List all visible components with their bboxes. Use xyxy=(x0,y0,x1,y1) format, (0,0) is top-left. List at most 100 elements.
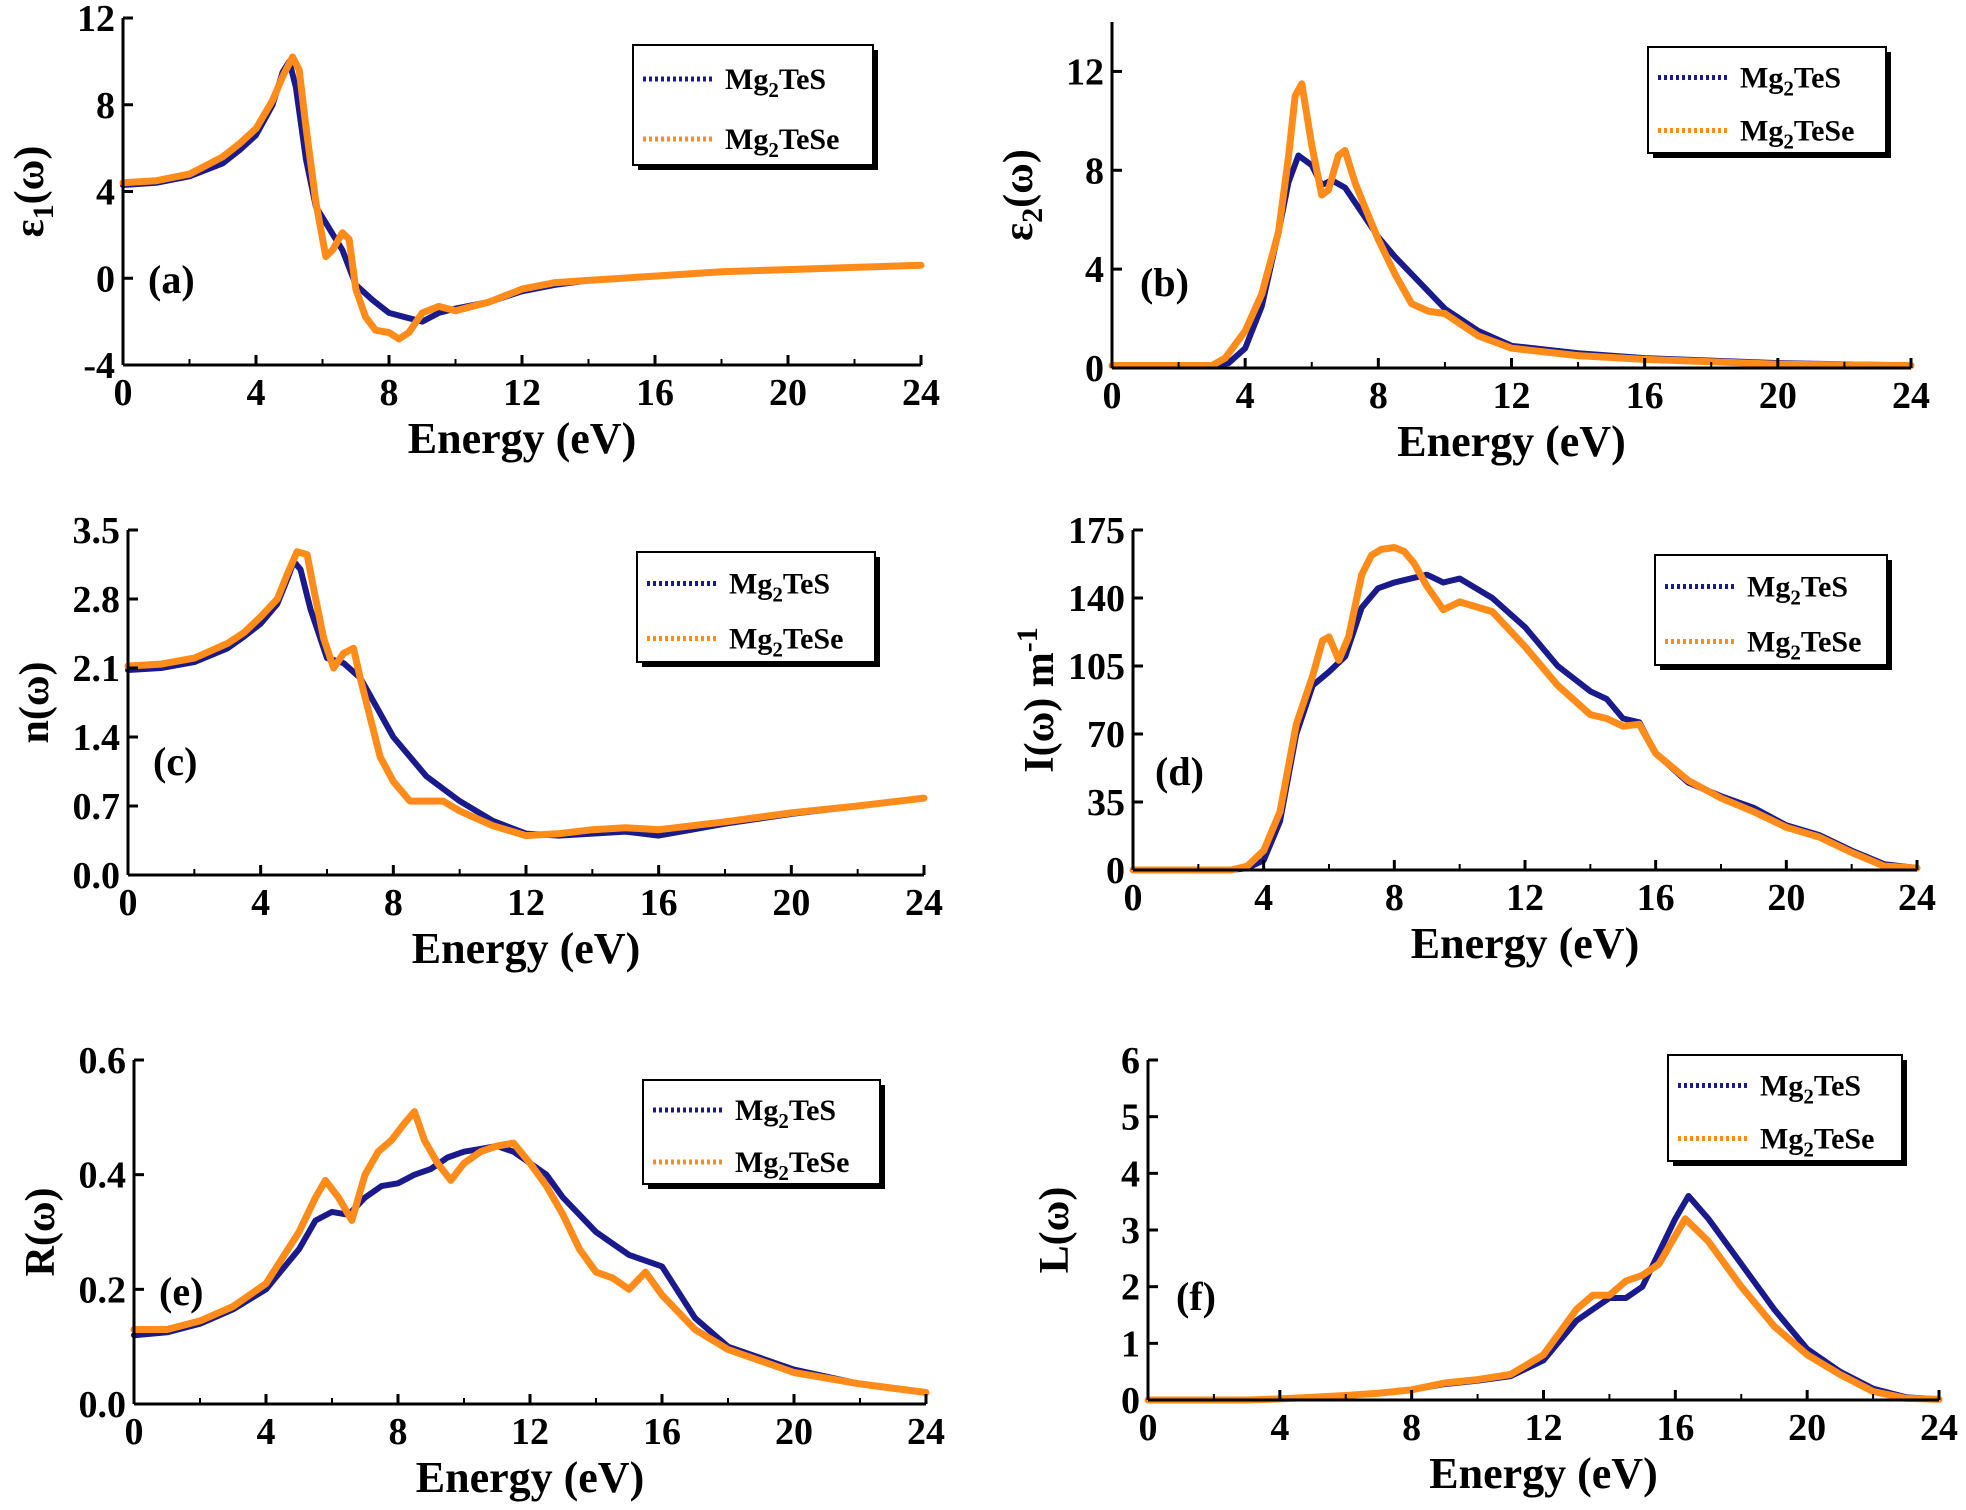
x-tick-label: 16 xyxy=(1656,1407,1694,1449)
legend-label-Mg2TeSe: Mg2TeSe xyxy=(725,123,839,162)
y-axis-label: ε2(ω) xyxy=(996,149,1049,241)
x-tick-label: 16 xyxy=(643,1411,681,1453)
x-tick-label: 12 xyxy=(1525,1407,1563,1449)
y-tick-label: 0.6 xyxy=(79,1040,127,1082)
legend: Mg2TeS Mg2TeSe xyxy=(1647,46,1891,158)
legend-box xyxy=(642,1079,881,1185)
series-line-Mg2TeSe xyxy=(1144,1215,1943,1404)
legend-box xyxy=(1667,1054,1903,1162)
x-tick-label: 4 xyxy=(1254,877,1273,919)
legend-box xyxy=(632,44,874,166)
legend-label-Mg2TeSe: Mg2TeSe xyxy=(1747,626,1861,665)
y-axis-label: ε1(ω) xyxy=(7,146,60,238)
y-tick-label: 1.4 xyxy=(73,717,121,759)
x-tick-label: 4 xyxy=(1236,375,1255,417)
panel-c: 0 4 8 12 16 20 24 0.0 0.7 1.4 2.1 2.8 3.5 Energy (eV)… xyxy=(12,510,943,973)
x-tick-label: 0 xyxy=(1139,1407,1158,1449)
x-axis-label: Energy (eV) xyxy=(416,1453,645,1502)
y-tick-label: 0.4 xyxy=(79,1155,127,1197)
x-tick-label: 0 xyxy=(125,1411,144,1453)
y-tick-label: 5 xyxy=(1121,1097,1140,1139)
y-tick-label: -4 xyxy=(83,345,115,387)
legend-label-Mg2TeS: Mg2TeS xyxy=(735,1094,836,1133)
legend: Mg2TeS Mg2TeSe xyxy=(642,1079,885,1189)
y-tick-label: 2.8 xyxy=(73,579,121,621)
x-tick-label: 4 xyxy=(1270,1407,1289,1449)
x-tick-label: 8 xyxy=(1402,1407,1421,1449)
x-tick-label: 4 xyxy=(251,882,270,924)
y-tick-label: 8 xyxy=(96,85,115,127)
x-tick-label: 20 xyxy=(775,1411,813,1453)
x-tick-label: 12 xyxy=(503,372,541,414)
x-tick-label: 16 xyxy=(1626,375,1664,417)
legend-label-Mg2TeS: Mg2TeS xyxy=(1740,62,1841,101)
y-tick-label: 0.2 xyxy=(79,1269,127,1311)
y-tick-label: 0 xyxy=(1085,348,1104,390)
x-tick-label: 12 xyxy=(1506,877,1544,919)
series-line-Mg2TeSe xyxy=(1108,80,1915,369)
legend-box xyxy=(636,551,876,663)
legend-label-Mg2TeS: Mg2TeS xyxy=(725,63,826,102)
x-tick-label: 8 xyxy=(389,1411,408,1453)
x-axis-label: Energy (eV) xyxy=(1397,417,1626,466)
legend: Mg2TeS Mg2TeSe xyxy=(632,44,878,170)
y-tick-label: 0 xyxy=(1121,1380,1140,1422)
y-tick-label: 0.0 xyxy=(73,855,121,897)
x-tick-label: 8 xyxy=(380,372,399,414)
x-tick-label: 8 xyxy=(1369,375,1388,417)
x-tick-label: 4 xyxy=(257,1411,276,1453)
y-tick-label: 2 xyxy=(1121,1267,1140,1309)
x-tick-label: 4 xyxy=(247,372,266,414)
x-tick-label: 12 xyxy=(1493,375,1531,417)
x-tick-label: 0 xyxy=(114,372,133,414)
x-tick-label: 20 xyxy=(772,882,810,924)
x-tick-label: 12 xyxy=(511,1411,549,1453)
y-tick-label: 70 xyxy=(1087,714,1125,756)
legend-label-Mg2TeS: Mg2TeS xyxy=(1760,1070,1861,1109)
x-axis-label: Energy (eV) xyxy=(408,414,637,463)
x-tick-label: 24 xyxy=(1920,1407,1958,1449)
legend-box xyxy=(1647,46,1887,154)
legend-label-Mg2TeSe: Mg2TeSe xyxy=(1740,115,1854,154)
y-tick-label: 35 xyxy=(1087,782,1125,824)
legend-label-Mg2TeSe: Mg2TeSe xyxy=(729,623,843,662)
x-tick-label: 16 xyxy=(1637,877,1675,919)
x-tick-label: 0 xyxy=(119,882,138,924)
legend-label-Mg2TeS: Mg2TeS xyxy=(729,568,830,607)
y-axis-label: L(ω) xyxy=(1032,1187,1078,1274)
series-line-Mg2TeSe xyxy=(130,1108,930,1396)
y-tick-label: 0 xyxy=(96,258,115,300)
panel-e: 0 4 8 12 16 20 24 0.0 0.2 0.4 0.6 Energy (eV) R(ω) (e… xyxy=(18,1040,945,1502)
x-tick-label: 20 xyxy=(1767,877,1805,919)
y-tick-label: 8 xyxy=(1085,150,1104,192)
panel-label: (c) xyxy=(153,739,197,784)
panel-label: (f) xyxy=(1176,1274,1216,1319)
x-tick-label: 24 xyxy=(905,882,943,924)
x-tick-label: 24 xyxy=(1898,877,1936,919)
y-tick-label: 2.1 xyxy=(73,648,121,690)
panel-d: 0 4 8 12 16 20 24 0 35 70 105 140 175 Energy (eV) I(ω)… xyxy=(1011,510,1936,968)
panel-label: (e) xyxy=(159,1269,203,1314)
y-tick-label: 6 xyxy=(1121,1040,1140,1082)
y-tick-label: 3.5 xyxy=(73,510,121,552)
x-tick-label: 20 xyxy=(1759,375,1797,417)
legend: Mg2TeS Mg2TeSe xyxy=(636,551,880,667)
series-line-Mg2TeS xyxy=(1145,1193,1942,1403)
x-tick-label: 20 xyxy=(769,372,807,414)
y-axis-label: R(ω) xyxy=(18,1187,64,1276)
legend-label-Mg2TeSe: Mg2TeSe xyxy=(1760,1123,1874,1162)
x-tick-label: 0 xyxy=(1124,877,1143,919)
y-axis-label: n(ω) xyxy=(12,661,58,743)
y-tick-label: 4 xyxy=(1121,1153,1140,1195)
legend: Mg2TeS Mg2TeSe xyxy=(1667,1054,1907,1166)
series-line-Mg2TeSe xyxy=(124,548,928,840)
y-axis-label: I(ω) m-1 xyxy=(1011,627,1063,773)
legend-label-Mg2TeSe: Mg2TeSe xyxy=(735,1146,849,1185)
y-tick-label: 4 xyxy=(96,172,115,214)
series-line-Mg2TeSe xyxy=(1129,544,1921,874)
x-tick-label: 24 xyxy=(1892,375,1930,417)
panel-label: (d) xyxy=(1155,749,1204,794)
legend-label-Mg2TeS: Mg2TeS xyxy=(1747,571,1848,610)
x-axis-label: Energy (eV) xyxy=(1429,1449,1658,1498)
legend-box xyxy=(1654,554,1888,666)
